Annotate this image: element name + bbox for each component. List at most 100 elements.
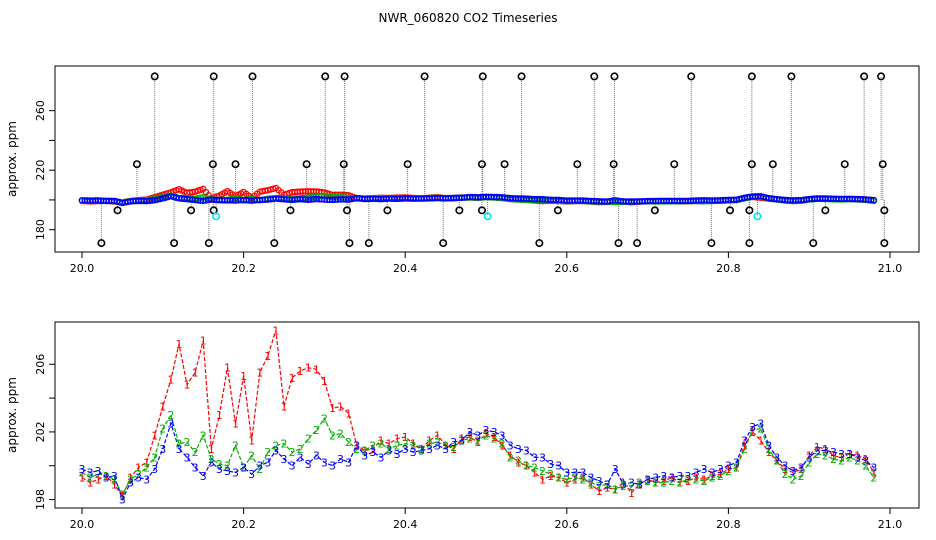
lower-series-marker-1: 1: [571, 473, 578, 486]
lower-series-marker-2: 2: [224, 460, 231, 473]
lower-series-marker-1: 1: [466, 431, 473, 444]
lower-series-marker-3: 3: [660, 470, 667, 483]
lower-series-marker-2: 2: [717, 470, 724, 483]
lower-series-marker-1: 1: [240, 370, 247, 383]
lower-series-marker-3: 3: [175, 443, 182, 456]
lower-series-marker-1: 1: [216, 409, 223, 422]
lower-series-marker-2: 2: [830, 453, 837, 466]
lower-x-tick-label: 20.2: [231, 518, 256, 531]
lower-series-marker-3: 3: [798, 461, 805, 474]
lower-series-marker-3: 3: [579, 466, 586, 479]
upper-flag-low2-point: [343, 206, 352, 215]
lower-series-marker-3: 3: [588, 472, 595, 485]
upper-panel: 20.0 20.2 20.4 20.6 20.8 21.0 180 220 260 appro…: [5, 65, 920, 275]
lower-series-marker-1: 1: [814, 441, 821, 454]
lower-series-marker-2: 2: [693, 473, 700, 486]
lower-series-marker-3: 3: [410, 446, 417, 459]
lower-series-marker-1: 1: [604, 482, 611, 495]
upper-y-tick-label: 180: [34, 219, 47, 240]
lower-series-marker-1: 1: [588, 478, 595, 491]
lower-series-marker-2: 2: [135, 468, 142, 481]
lower-series-marker-1: 1: [192, 367, 199, 380]
lower-series-marker-2: 2: [377, 438, 384, 451]
upper-flag-low2-point: [650, 206, 659, 215]
lower-series-marker-2: 2: [507, 451, 514, 464]
upper-flag-mid-point: [840, 160, 849, 169]
lower-series-marker-2: 2: [676, 477, 683, 490]
upper-flag-low-point: [614, 239, 623, 248]
lower-series-marker-2: 2: [838, 455, 845, 468]
lower-series-marker-1: 1: [248, 434, 255, 447]
lower-series-marker-3: 3: [256, 460, 263, 473]
lower-series-marker-2: 2: [628, 480, 635, 493]
lower-series-marker-3: 3: [620, 478, 627, 491]
upper-flag-low-point: [707, 239, 716, 248]
lower-series-marker-3: 3: [668, 472, 675, 485]
lower-series-marker-2: 2: [402, 438, 409, 451]
lower-series-marker-3: 3: [297, 451, 304, 464]
lower-series-marker-1: 1: [781, 463, 788, 476]
lower-series-marker-1: 1: [264, 350, 271, 363]
lower-series-marker-3: 3: [749, 421, 756, 434]
lower-series-marker-3: 3: [854, 451, 861, 464]
lower-series-marker-2: 2: [652, 477, 659, 490]
lower-series-marker-1: 1: [491, 431, 498, 444]
upper-x-tick-label: 20.0: [70, 262, 95, 275]
lower-series-marker-3: 3: [717, 463, 724, 476]
upper-flag-high-point: [877, 72, 886, 81]
lower-series-marker-1: 1: [353, 439, 360, 452]
upper-flag-high-point: [747, 72, 756, 81]
upper-flag-high-point: [150, 72, 159, 81]
upper-flag-mid-point: [208, 160, 217, 169]
lower-series-marker-1: 1: [846, 448, 853, 461]
lower-series-marker-1: 1: [757, 434, 764, 447]
upper-flag-low-point: [364, 239, 373, 248]
lower-series-marker-3: 3: [499, 429, 506, 442]
lower-series-marker-2: 2: [232, 439, 239, 452]
lower-series-marker-2: 2: [184, 436, 191, 449]
upper-x-tick-label: 20.8: [716, 262, 741, 275]
lower-series-marker-2: 2: [846, 451, 853, 464]
upper-flag-low2-point: [880, 206, 889, 215]
lower-series-marker-1: 1: [151, 429, 158, 442]
lower-series-marker-3: 3: [240, 461, 247, 474]
upper-flag-low2-point: [113, 206, 122, 215]
lower-series-marker-3: 3: [765, 439, 772, 452]
lower-series-marker-1: 1: [555, 472, 562, 485]
lower-series-marker-1: 1: [507, 450, 514, 463]
upper-flag-low-point: [270, 239, 279, 248]
upper-flag-low2-point: [187, 206, 196, 215]
lower-series-marker-3: 3: [281, 453, 288, 466]
lower-series-marker-2: 2: [870, 472, 877, 485]
lower-series-marker-1: 1: [321, 375, 328, 388]
upper-flag-low-point: [880, 239, 889, 248]
lower-series-marker-3: 3: [870, 461, 877, 474]
lower-series-marker-1: 1: [232, 417, 239, 430]
lower-series-marker-1: 1: [272, 324, 279, 337]
lower-y-tick-label: 202: [34, 421, 47, 442]
lower-series-marker-3: 3: [216, 463, 223, 476]
lower-series-marker-2: 2: [321, 412, 328, 425]
lower-series-marker-1: 1: [636, 478, 643, 491]
lower-series-marker-1: 1: [386, 438, 393, 451]
lower-series-marker-3: 3: [361, 450, 368, 463]
lower-series-marker-1: 1: [741, 439, 748, 452]
lower-series-marker-1: 1: [127, 472, 134, 485]
upper-series-point-3: [870, 196, 878, 204]
lower-series-marker-3: 3: [305, 458, 312, 471]
lower-series-marker-2: 2: [604, 478, 611, 491]
lower-series-marker-1: 1: [175, 338, 182, 351]
lower-series-marker-3: 3: [369, 446, 376, 459]
lower-series-marker-2: 2: [442, 439, 449, 452]
lower-series-marker-1: 1: [547, 470, 554, 483]
lower-series-marker-2: 2: [644, 475, 651, 488]
lower-series-marker-3: 3: [289, 460, 296, 473]
lower-series-marker-2: 2: [410, 439, 417, 452]
lower-series-marker-2: 2: [426, 438, 433, 451]
lower-series-marker-1: 1: [119, 490, 126, 503]
lower-series-marker-2: 2: [289, 446, 296, 459]
upper-flag-high-point: [517, 72, 526, 81]
lower-series-marker-2: 2: [733, 461, 740, 474]
upper-flag-high-point: [420, 72, 429, 81]
lower-series-marker-3: 3: [313, 450, 320, 463]
